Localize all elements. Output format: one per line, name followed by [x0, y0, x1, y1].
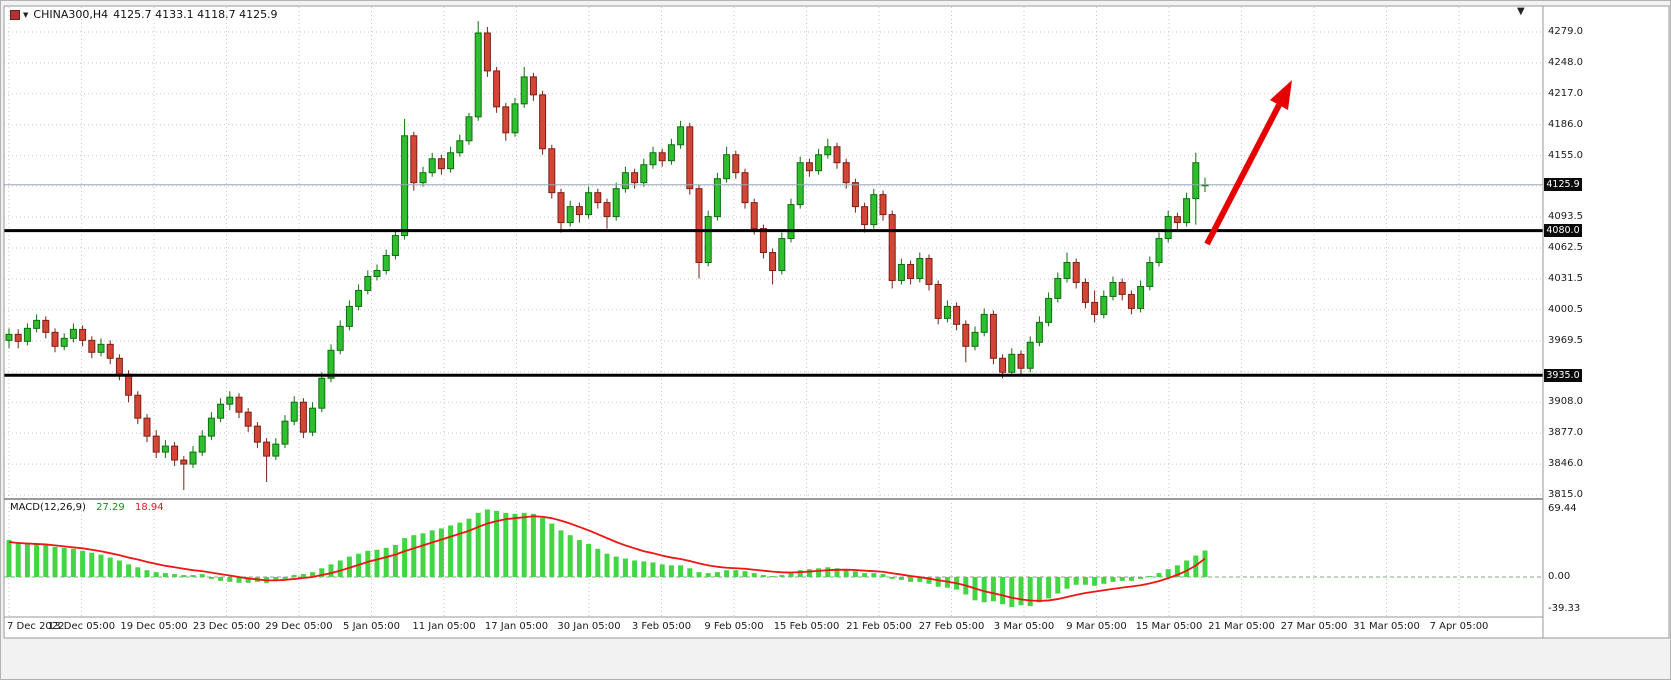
- macd-indicator-label: MACD(12,26,9) 27.29 18.94: [10, 502, 164, 513]
- price-axis-label: 4031.5: [1548, 272, 1583, 284]
- chart-shift-marker-icon: ▼: [1517, 6, 1525, 17]
- time-axis-label: 15 Feb 05:00: [773, 621, 840, 632]
- trend-arrow-head: [1270, 80, 1292, 110]
- macd-histogram-series: [6, 509, 1208, 608]
- price-axis-label: 3846.0: [1548, 458, 1583, 470]
- time-axis-label: 3 Feb 05:00: [631, 621, 692, 632]
- macd-axis-label: 0.00: [1548, 571, 1571, 582]
- symbol-period-label: CHINA300,H4: [33, 8, 109, 21]
- macd-axis-label: -39.33: [1548, 603, 1581, 614]
- chart-border: [3, 5, 1670, 639]
- chart-header: ▼ CHINA300,H4 4125.7 4133.1 4118.7 4125.…: [10, 8, 278, 21]
- dropdown-caret-icon: ▼: [23, 10, 29, 19]
- time-axis[interactable]: 7 Dec 2022 13 Dec 05:00 19 Dec 05:00 23 Dec…: [1, 620, 1670, 637]
- macd-signal-line: [8, 515, 1206, 602]
- price-axis-label: 3969.5: [1548, 334, 1583, 346]
- time-axis-label: 5 Jan 05:00: [343, 621, 400, 632]
- time-axis-label: 7 Dec 2022: [7, 621, 65, 632]
- chart-background: [4, 6, 1669, 638]
- price-axis-label: 4248.0: [1548, 56, 1583, 68]
- time-axis-label: 3 Mar 05:00: [993, 621, 1055, 632]
- time-axis-label: 21 Feb 05:00: [846, 621, 912, 632]
- time-axis-label: 29 Dec 05:00: [265, 621, 333, 632]
- time-axis-label: 13 Dec 05:00: [47, 621, 116, 632]
- time-axis-label: 27 Feb 05:00: [918, 621, 985, 632]
- time-axis-label: 11 Jan 05:00: [412, 621, 476, 632]
- price-axis-label: 4186.0: [1548, 118, 1583, 130]
- price-axis-label: 4155.0: [1548, 149, 1583, 161]
- time-axis-label: 31 Mar 05:00: [1353, 621, 1420, 632]
- macd-main-value: 27.29: [96, 502, 125, 513]
- time-axis-label: 15 Mar 05:00: [1135, 621, 1203, 632]
- time-axis-label: 23 Dec 05:00: [192, 621, 261, 632]
- price-axis-label: 3908.0: [1548, 396, 1583, 408]
- current-price-tag: 4125.9: [1544, 178, 1582, 192]
- price-axis-label: 4279.0: [1548, 26, 1583, 37]
- price-axis-label: 3877.0: [1548, 427, 1583, 439]
- time-axis-label: 21 Mar 05:00: [1208, 621, 1275, 632]
- symbol-icon: [10, 9, 20, 20]
- hline-price-tag-4080: 4080.0: [1544, 224, 1582, 238]
- hline-price-tag-3935: 3935.0: [1544, 368, 1582, 382]
- price-axis-label: 4093.5: [1548, 211, 1583, 223]
- time-axis-label: 9 Mar 05:00: [1066, 621, 1127, 632]
- candlestick-series: [5, 21, 1209, 491]
- price-axis-label: 4217.0: [1548, 87, 1583, 99]
- time-axis-label: 17 Jan 05:00: [484, 621, 549, 632]
- time-axis-label: 27 Mar 05:00: [1280, 621, 1348, 632]
- price-axis-label: 4062.5: [1548, 242, 1583, 254]
- trend-arrow[interactable]: [1204, 80, 1292, 246]
- macd-axis-label: 69.44: [1548, 503, 1577, 515]
- time-axis-label: 7 Apr 05:00: [1429, 621, 1489, 632]
- time-axis-label: 9 Feb 05:00: [704, 621, 764, 632]
- time-axis-label: 30 Jan 05:00: [557, 621, 621, 632]
- ohlc-values: 4125.7 4133.1 4118.7 4125.9: [113, 8, 278, 21]
- price-axis[interactable]: 4279.0 4248.0 4217.0 4186.0 4155.0 4093.5 4062…: [1546, 1, 1670, 679]
- macd-signal-value: 18.94: [134, 502, 164, 513]
- price-axis-label: 3815.0: [1548, 489, 1583, 500]
- macd-name: MACD(12,26,9): [10, 502, 86, 513]
- time-axis-label: 19 Dec 05:00: [120, 621, 188, 632]
- price-axis-label: 4000.5: [1548, 303, 1583, 315]
